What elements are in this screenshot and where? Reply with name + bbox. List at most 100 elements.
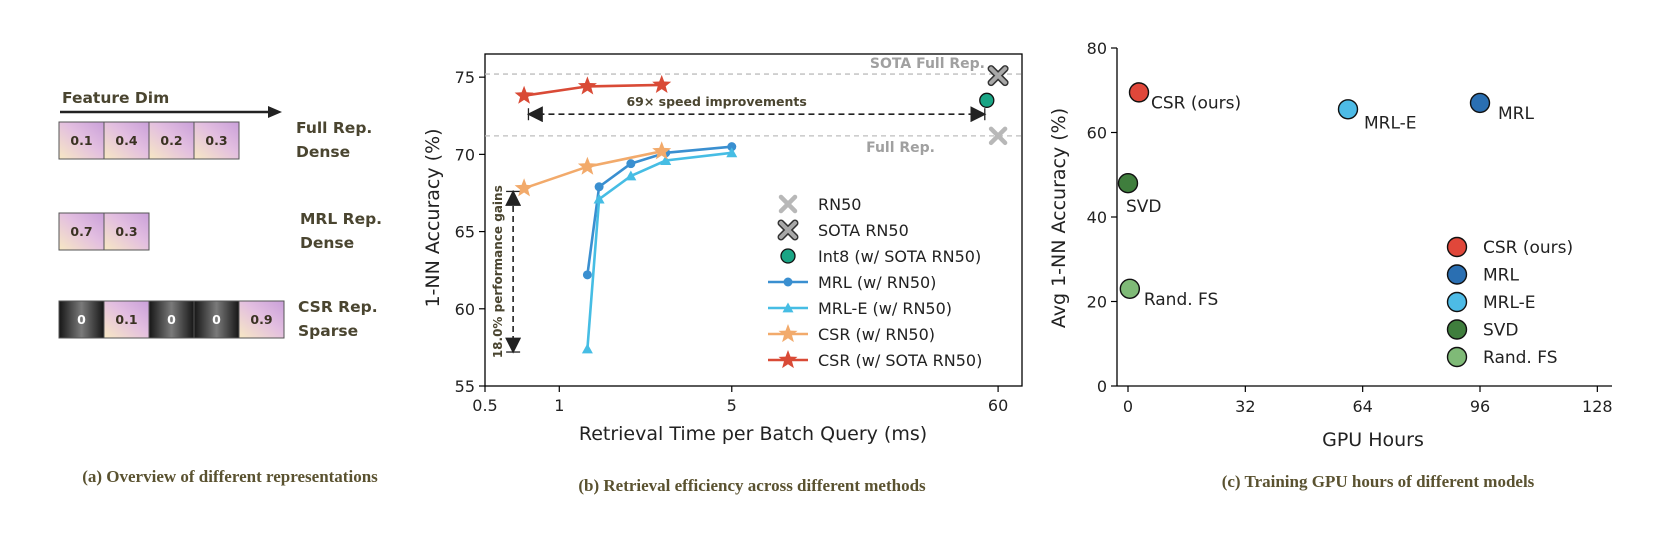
ytick-label-c: 40 [1087,208,1107,227]
data-point [660,155,672,165]
feature-cell [193,300,240,339]
feature-dim-label: Feature Dim [62,89,169,107]
series-line [586,145,732,275]
scatter-point [1117,172,1139,194]
ytick-label-b: 70 [455,145,475,164]
xtick-label-c: 64 [1352,397,1372,416]
series-csr-w-rn50- [514,141,672,197]
legend-marker [1446,319,1468,340]
representation-type: Dense [296,143,350,161]
feature-cell [238,300,285,339]
reference-lines: SOTA Full Rep. Full Rep. [485,56,1022,156]
xtick-label-c: 128 [1582,397,1613,416]
point-label: MRL [1498,104,1534,124]
feature-cell-value: 0 [167,312,176,327]
plot-c-legend: CSR (ours) MRL MRL-E SVD Rand. FS [1446,236,1573,368]
ylabel-b: 1-NN Accuracy (%) [422,128,444,307]
data-point [514,178,534,197]
series-mrl-e-w-rn50- [581,147,738,354]
legend-label: SOTA RN50 [818,221,909,240]
data-point [582,270,592,280]
series-sota-rn50 [987,65,1009,87]
feature-cell [148,121,195,160]
legend-entry: MRL [1446,264,1519,286]
legend-label: CSR (ours) [1483,238,1573,258]
ylabel-c: Avg 1-NN Accuracy (%) [1048,108,1070,328]
legend-marker [1446,346,1468,368]
legend-entry: CSR (ours) [1446,236,1573,258]
legend-label: Int8 (w/ SOTA RN50) [818,247,981,266]
data-point [581,343,593,354]
data-point [626,159,636,169]
xlabel-c: GPU Hours [1322,429,1424,451]
panel-c-gpu-chart: 0 32 64 96 128 0 20 40 60 80 CSR (ours) MRL MRL-E SV… [1048,39,1613,491]
data-point [979,92,995,108]
legend-marker [778,324,798,343]
ytick-label-b: 55 [455,377,475,396]
feature-cell-value: 0.3 [205,133,227,148]
point-rand-fs: Rand. FS [1119,278,1219,310]
data-point [577,156,597,175]
ytick-label-c: 0 [1097,377,1107,396]
point-label: CSR (ours) [1151,93,1241,113]
point-csr-ours-: CSR (ours) [1128,82,1241,113]
data-point-fill [989,66,1008,85]
legend-marker [777,219,799,241]
feature-cell-value: 0.4 [115,133,137,148]
plot-b-legend: RN50 SOTA RN50 Int8 (w/ SOTA RN50) MRL (w/ … [768,194,982,370]
legend-label: MRL (w/ RN50) [818,273,936,292]
reference-line-label: SOTA Full Rep. [870,56,985,72]
ytick-label-b: 75 [455,68,475,87]
plot-b-ticks: 0.5 1 5 60 55 60 65 70 75 [455,68,1009,415]
feature-cell-value: 0.3 [115,224,137,239]
legend-marker [778,194,798,214]
point-mrl-e: MRL-E [1337,99,1417,133]
legend-label: CSR (w/ RN50) [818,325,935,344]
plot-b-frame [484,53,1023,387]
legend-entry: Rand. FS [1446,346,1558,368]
legend-entry: MRL-E [1446,291,1536,313]
series-rn50 [988,126,1008,146]
representation-row-2: 0 0.1 0 0 0.9 CSR Rep. Sparse [58,298,378,340]
legend-entry: CSR (w/ SOTA RN50) [768,350,982,370]
data-point [593,193,605,204]
data-point [652,141,672,160]
speed-label: 69× speed improvements [626,94,806,109]
legend-label: CSR (w/ SOTA RN50) [818,351,982,370]
ytick-label-c: 20 [1087,293,1107,312]
legend-label: RN50 [818,195,861,214]
representation-type: Sparse [298,322,358,340]
scatter-point [1128,82,1150,103]
point-label: Rand. FS [1144,290,1219,310]
feature-cell-value: 0.2 [160,133,182,148]
data-point [594,182,604,192]
feature-cell [193,121,240,160]
plot-c-points: CSR (ours) MRL MRL-E SVD Rand. FS [1117,82,1534,310]
legend-marker [778,350,798,369]
legend-marker [1446,264,1468,285]
series-line [523,150,662,190]
scatter-point [1119,278,1141,300]
caption-a: (a) Overview of different representation… [82,467,378,486]
scatter-point [1469,92,1491,114]
plot-b-series [514,65,1009,354]
data-point [988,126,1008,146]
legend-entry: SOTA RN50 [777,219,909,241]
data-point [987,65,1009,87]
representation-type: Dense [300,234,354,252]
representation-row-0: 0.1 0.4 0.2 0.3 Full Rep. Dense [58,119,372,161]
xtick-label-c: 96 [1470,397,1490,416]
legend-label: SVD [1483,321,1519,341]
series-line [586,151,732,350]
feature-cell-value: 0 [77,312,86,327]
panel-b-retrieval-chart: SOTA Full Rep. Full Rep. 0.5 1 5 60 55 60 65 70 7… [422,53,1023,495]
feature-cell [103,212,150,251]
feature-dim-arrowhead [268,106,282,118]
gain-label: 18.0% performance gains [491,185,505,358]
data-point [577,76,597,95]
legend-entry: MRL (w/ RN50) [768,273,936,292]
series-csr-w-sota-rn50- [514,74,672,104]
legend-marker-fill [779,221,797,239]
